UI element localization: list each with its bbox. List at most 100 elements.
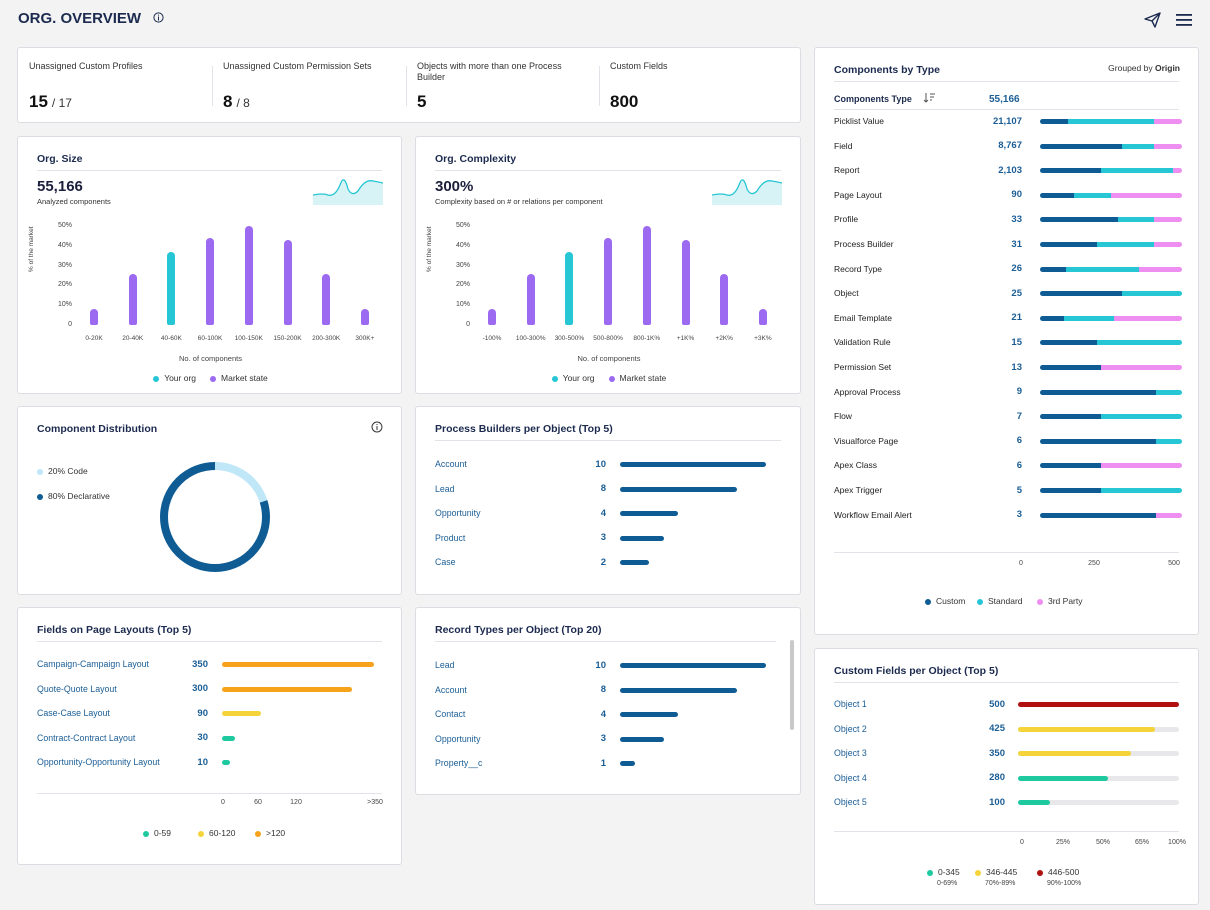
- kpi-number: 800: [610, 92, 639, 111]
- chart-bar: [167, 251, 176, 325]
- axis-line: [834, 552, 1179, 553]
- row-label[interactable]: Opportunity-Opportunity Layout: [37, 757, 160, 768]
- kpi-label: Unassigned Custom Permission Sets: [223, 61, 372, 71]
- scrollbar[interactable]: [790, 640, 794, 730]
- x-tick-label: +3K%: [754, 335, 772, 342]
- row-label[interactable]: Profile: [834, 214, 859, 225]
- org-complexity-subtitle: Complexity based on # or relations per c…: [435, 197, 603, 206]
- org-size-card: Org. Size 55,166 Analyzed components 50%…: [17, 136, 402, 394]
- y-axis-label: % of the market: [28, 226, 35, 272]
- row-bar-segment: [1040, 168, 1102, 174]
- sort-icon[interactable]: [923, 92, 936, 104]
- donut-chart: [160, 462, 270, 572]
- row-label[interactable]: Record Type: [834, 263, 883, 274]
- row-bar-segment: [1101, 488, 1182, 493]
- info-icon[interactable]: [371, 421, 383, 433]
- x-tick-label: 20-40K: [122, 335, 144, 342]
- row-value: 8,767: [998, 140, 1022, 152]
- row-label[interactable]: Object 4: [834, 772, 867, 783]
- kpi-divider: [212, 66, 213, 106]
- row-label[interactable]: Account: [435, 684, 467, 695]
- components-type-header[interactable]: Components Type: [834, 94, 912, 104]
- kpi-value: 15/ 17: [29, 92, 72, 112]
- row-label[interactable]: Object 5: [834, 797, 867, 808]
- row-bar: [1018, 800, 1051, 806]
- x-tick-label: 0-20K: [85, 335, 103, 342]
- row-label[interactable]: Property__c: [435, 758, 483, 769]
- row-value: 2: [600, 556, 606, 568]
- x-tick-label: 60: [254, 799, 262, 806]
- row-label[interactable]: Lead: [435, 660, 455, 670]
- row-label[interactable]: Object 1: [834, 699, 867, 709]
- process-builders-title: Process Builders per Object (Top 5): [435, 423, 613, 435]
- row-label[interactable]: Approval Process: [834, 386, 901, 397]
- chart-bar: [128, 273, 137, 325]
- x-tick-label: 25%: [1055, 839, 1070, 846]
- row-label[interactable]: Opportunity: [435, 733, 481, 744]
- row-bar-segment: [1101, 365, 1182, 370]
- send-icon[interactable]: [1144, 12, 1162, 28]
- legend-your-org: Your org: [551, 373, 595, 383]
- legend-dot: [198, 830, 204, 837]
- row-bar-segment: [1156, 389, 1182, 395]
- x-tick-label: 65%: [1134, 839, 1149, 846]
- legend-label: Your org: [562, 373, 595, 383]
- row-label[interactable]: Account: [435, 459, 467, 469]
- legend-item: Custom: [925, 596, 965, 606]
- row-label[interactable]: Lead: [435, 483, 455, 494]
- row-label[interactable]: Object 3: [834, 748, 867, 759]
- row-label[interactable]: Flow: [834, 411, 852, 422]
- y-tick-label: 50%: [57, 222, 72, 229]
- info-icon[interactable]: [153, 12, 164, 23]
- row-label[interactable]: Visualforce Page: [834, 435, 899, 446]
- row-value: 15: [1011, 336, 1022, 348]
- kpi-label: Custom Fields: [610, 61, 668, 71]
- grouped-by-label[interactable]: Grouped by Origin: [1108, 63, 1180, 73]
- row-label[interactable]: Opportunity: [435, 508, 481, 519]
- row-label[interactable]: Object: [834, 288, 859, 299]
- legend-dot: [927, 869, 933, 876]
- legend-item: 446-500 90%-100%: [1037, 867, 1081, 889]
- row-bar: [222, 662, 374, 667]
- row-label[interactable]: Case: [435, 557, 456, 568]
- org-complexity-card: Org. Complexity 300% Complexity based on…: [415, 136, 801, 394]
- row-label[interactable]: Campaign-Campaign Layout: [37, 659, 149, 669]
- row-bar-segment: [1101, 414, 1182, 420]
- legend-label: Market state: [221, 373, 268, 383]
- y-tick-label: 10%: [57, 301, 72, 309]
- row-label[interactable]: Email Template: [834, 312, 892, 323]
- row-bar-segment: [1074, 192, 1111, 198]
- legend-item: Standard: [977, 596, 1023, 606]
- row-label[interactable]: Product: [435, 532, 466, 543]
- x-tick-label: 100-300%: [515, 335, 546, 342]
- chart-bar: [642, 226, 651, 325]
- x-tick-label: 300K+: [355, 335, 375, 342]
- x-tick-label: -100%: [482, 335, 502, 342]
- row-label[interactable]: Case-Case Layout: [37, 708, 110, 719]
- row-value: 90: [197, 707, 208, 719]
- row-label[interactable]: Picklist Value: [834, 116, 884, 126]
- row-label[interactable]: Permission Set: [834, 362, 892, 372]
- menu-icon[interactable]: [1176, 13, 1192, 27]
- row-label[interactable]: Validation Rule: [834, 337, 891, 348]
- row-bar: [620, 761, 635, 767]
- row-label[interactable]: Workflow Email Alert: [834, 509, 912, 520]
- row-bar-segment: [1139, 266, 1182, 272]
- row-label[interactable]: Contract-Contract Layout: [37, 732, 136, 743]
- row-label[interactable]: Page Layout: [834, 189, 882, 200]
- row-bar-segment: [1153, 242, 1182, 247]
- row-label[interactable]: Process Builder: [834, 239, 894, 249]
- row-value: 8: [600, 483, 606, 495]
- row-label[interactable]: Contact: [435, 709, 466, 720]
- row-label[interactable]: Report: [834, 165, 860, 176]
- row-label[interactable]: Object 2: [834, 723, 867, 734]
- legend-your-org: Your org: [153, 373, 196, 383]
- y-tick-label: 30%: [455, 261, 470, 269]
- row-value: 5: [1016, 484, 1022, 496]
- row-label[interactable]: Quote-Quote Layout: [37, 683, 117, 694]
- row-track: [1018, 800, 1179, 806]
- row-label[interactable]: Field: [834, 140, 853, 151]
- row-label[interactable]: Apex Class: [834, 460, 877, 471]
- row-label[interactable]: Apex Trigger: [834, 485, 883, 495]
- row-value: 26: [1011, 263, 1022, 275]
